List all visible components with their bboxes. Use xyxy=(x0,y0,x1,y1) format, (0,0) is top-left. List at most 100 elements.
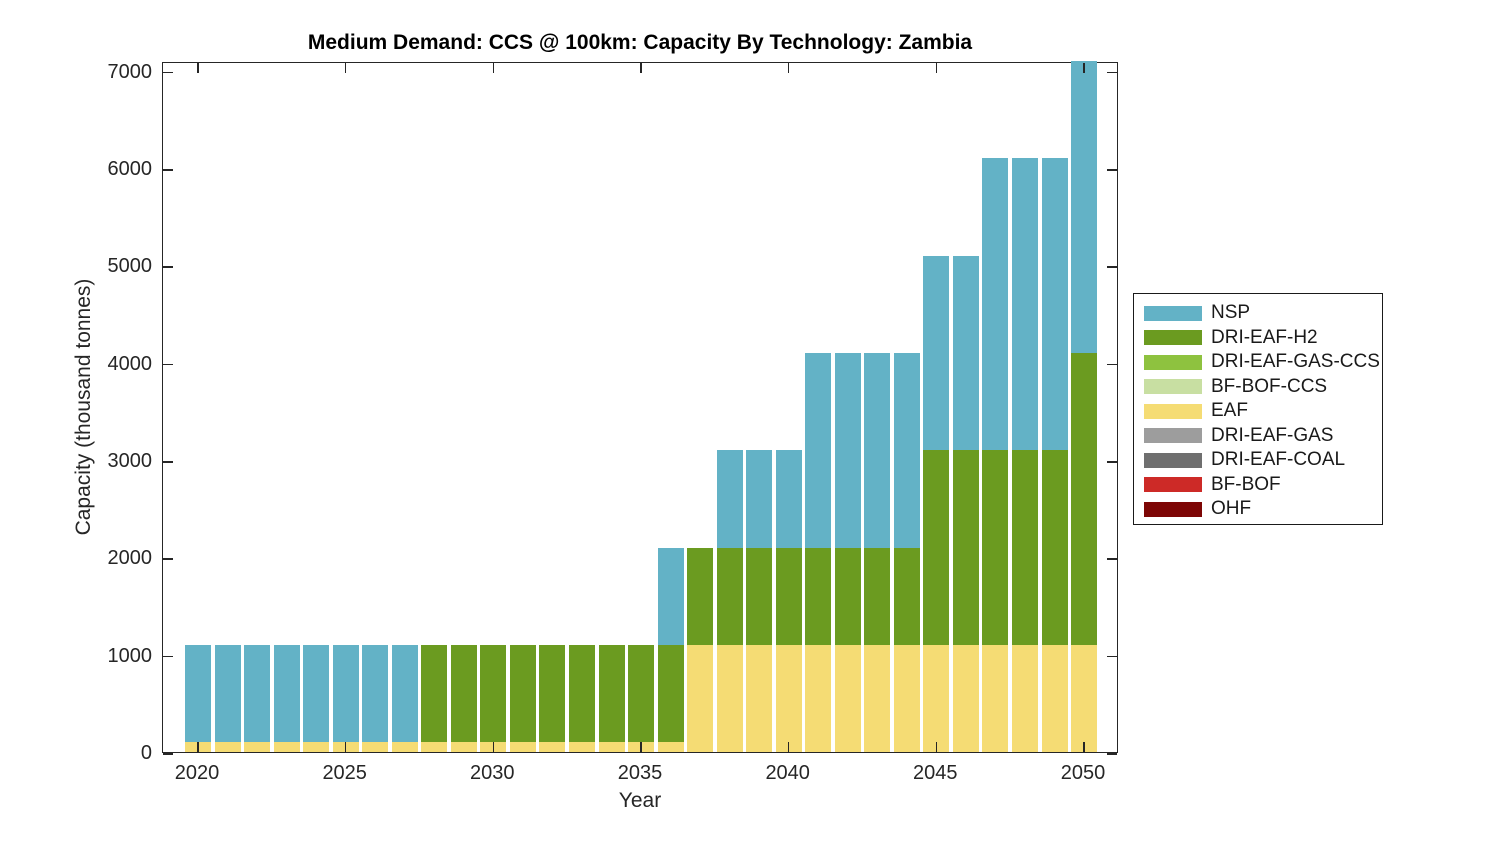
plot-area xyxy=(162,61,1118,755)
bar-segment-eaf-2022 xyxy=(244,742,271,752)
y-tick-label-1000: 1000 xyxy=(107,644,153,667)
bar-segment-eaf-2048 xyxy=(1011,644,1038,752)
bar-segment-eaf-2021 xyxy=(214,742,241,752)
y-tick-right-2000 xyxy=(1107,558,1117,560)
bar-segment-eaf-2045 xyxy=(923,644,950,752)
bar-segment-eaf-2034 xyxy=(598,742,625,752)
legend-label-bf-bof-ccs: BF-BOF-CCS xyxy=(1211,375,1328,397)
legend-label-bf-bof: BF-BOF xyxy=(1211,473,1281,495)
bar-segment-dri-eaf-h2-2031 xyxy=(509,645,536,743)
legend-swatch-bf-bof-ccs xyxy=(1144,379,1202,395)
bar-segment-dri-eaf-h2-2039 xyxy=(746,547,773,645)
x-tick-top-2025 xyxy=(344,63,347,73)
bar-segment-eaf-2024 xyxy=(303,742,330,752)
bar-segment-eaf-2036 xyxy=(657,742,684,752)
bar-segment-dri-eaf-h2-2036 xyxy=(657,645,684,743)
x-tick-label-2030: 2030 xyxy=(470,762,515,784)
y-tick-label-3000: 3000 xyxy=(107,450,153,472)
bar-segment-nsp-2048 xyxy=(1011,158,1038,451)
bar-segment-eaf-2037 xyxy=(687,644,714,752)
y-tick-label-0: 0 xyxy=(140,742,152,764)
x-tick-top-2020 xyxy=(197,63,199,73)
bar-segment-nsp-2038 xyxy=(716,450,743,548)
bar-segment-eaf-2038 xyxy=(716,644,743,752)
x-tick-top-2030 xyxy=(492,63,495,73)
bar-segment-nsp-2025 xyxy=(332,645,359,743)
bar-segment-nsp-2050 xyxy=(1071,61,1097,353)
bar-segment-dri-eaf-h2-2037 xyxy=(687,547,714,645)
legend-row-bf-bof-ccs: BF-BOF-CCS xyxy=(1134,375,1382,400)
bar-segment-eaf-2047 xyxy=(982,644,1009,752)
x-tick-label-2035: 2035 xyxy=(617,762,663,784)
x-tick-top-2035 xyxy=(640,63,642,73)
bar-segment-nsp-2020 xyxy=(185,645,211,743)
bar-segment-dri-eaf-h2-2049 xyxy=(1041,450,1068,645)
legend-swatch-bf-bof xyxy=(1144,477,1202,493)
bar-segment-dri-eaf-h2-2034 xyxy=(598,645,625,743)
bar-segment-dri-eaf-h2-2048 xyxy=(1011,450,1038,645)
bar-segment-nsp-2039 xyxy=(746,450,773,548)
y-tick-right-0 xyxy=(1107,753,1117,755)
bar-segment-dri-eaf-h2-2047 xyxy=(982,450,1009,645)
y-tick-3000 xyxy=(163,461,173,463)
legend-row-dri-eaf-gas-ccs: DRI-EAF-GAS-CCS xyxy=(1134,350,1382,375)
legend-swatch-eaf xyxy=(1144,403,1202,419)
bar-segment-dri-eaf-h2-2038 xyxy=(716,547,743,645)
y-axis-label: Capacity (thousand tonnes) xyxy=(72,278,95,536)
y-tick-right-7000 xyxy=(1107,71,1117,74)
x-tick-top-2040 xyxy=(787,63,790,73)
bar-segment-dri-eaf-h2-2042 xyxy=(834,547,861,645)
bar-segment-nsp-2022 xyxy=(244,645,271,743)
bar-segment-eaf-2040 xyxy=(775,644,802,752)
bar-segment-nsp-2042 xyxy=(834,353,861,548)
bar-segment-dri-eaf-h2-2029 xyxy=(450,645,477,743)
bar-segment-nsp-2045 xyxy=(923,255,950,451)
bar-segment-dri-eaf-h2-2041 xyxy=(805,547,832,645)
bar-segment-dri-eaf-h2-2050 xyxy=(1071,352,1097,645)
bar-segment-nsp-2040 xyxy=(775,450,802,548)
x-tick-top-2050 xyxy=(1083,63,1085,73)
x-tick-top-2045 xyxy=(935,63,938,73)
x-tick-label-2040: 2040 xyxy=(765,762,810,784)
bar-segment-eaf-2049 xyxy=(1041,644,1068,752)
bar-segment-eaf-2027 xyxy=(391,742,418,752)
bar-segment-eaf-2029 xyxy=(450,742,477,752)
bar-segment-dri-eaf-h2-2044 xyxy=(893,547,920,645)
y-tick-2000 xyxy=(163,558,173,560)
bar-segment-eaf-2044 xyxy=(893,644,920,752)
bar-segment-dri-eaf-h2-2045 xyxy=(923,450,950,645)
bar-segment-eaf-2026 xyxy=(362,742,389,752)
legend: NSP DRI-EAF-H2 DRI-EAF-GAS-CCS BF-BOF-CCS EA… xyxy=(1133,293,1383,525)
legend-row-dri-eaf-gas: DRI-EAF-GAS xyxy=(1134,424,1382,449)
legend-label-dri-eaf-gas: DRI-EAF-GAS xyxy=(1211,424,1334,446)
x-tick-2035 xyxy=(640,742,642,752)
bar-segment-nsp-2049 xyxy=(1041,158,1068,451)
y-tick-0 xyxy=(163,753,173,755)
legend-label-nsp: NSP xyxy=(1211,302,1251,324)
bar-segment-nsp-2047 xyxy=(982,158,1009,451)
legend-row-eaf: EAF xyxy=(1134,399,1382,424)
legend-row-dri-eaf-coal: DRI-EAF-COAL xyxy=(1134,448,1382,473)
legend-row-dri-eaf-h2: DRI-EAF-H2 xyxy=(1134,326,1382,351)
bar-segment-dri-eaf-h2-2046 xyxy=(952,450,979,645)
legend-swatch-ohf xyxy=(1144,501,1202,517)
bar-segment-dri-eaf-h2-2040 xyxy=(775,547,802,645)
legend-label-dri-eaf-coal: DRI-EAF-COAL xyxy=(1211,449,1346,471)
legend-swatch-dri-eaf-gas xyxy=(1144,428,1202,444)
legend-row-nsp: NSP xyxy=(1134,301,1382,326)
y-tick-right-4000 xyxy=(1107,363,1117,366)
legend-row-ohf: OHF xyxy=(1134,497,1382,522)
bar-segment-eaf-2043 xyxy=(864,644,891,752)
bar-segment-dri-eaf-h2-2028 xyxy=(421,645,448,743)
bar-segment-nsp-2024 xyxy=(303,645,330,743)
legend-label-dri-eaf-gas-ccs: DRI-EAF-GAS-CCS xyxy=(1211,351,1380,373)
bar-segment-dri-eaf-h2-2043 xyxy=(864,547,891,645)
y-tick-label-7000: 7000 xyxy=(107,60,153,83)
legend-label-dri-eaf-h2: DRI-EAF-H2 xyxy=(1211,326,1318,348)
legend-swatch-dri-eaf-coal xyxy=(1144,452,1202,468)
bar-segment-nsp-2026 xyxy=(362,645,389,743)
x-tick-label-2020: 2020 xyxy=(174,762,220,784)
bar-segment-eaf-2042 xyxy=(834,644,861,752)
y-tick-label-5000: 5000 xyxy=(107,255,153,278)
x-tick-2040 xyxy=(787,742,790,752)
